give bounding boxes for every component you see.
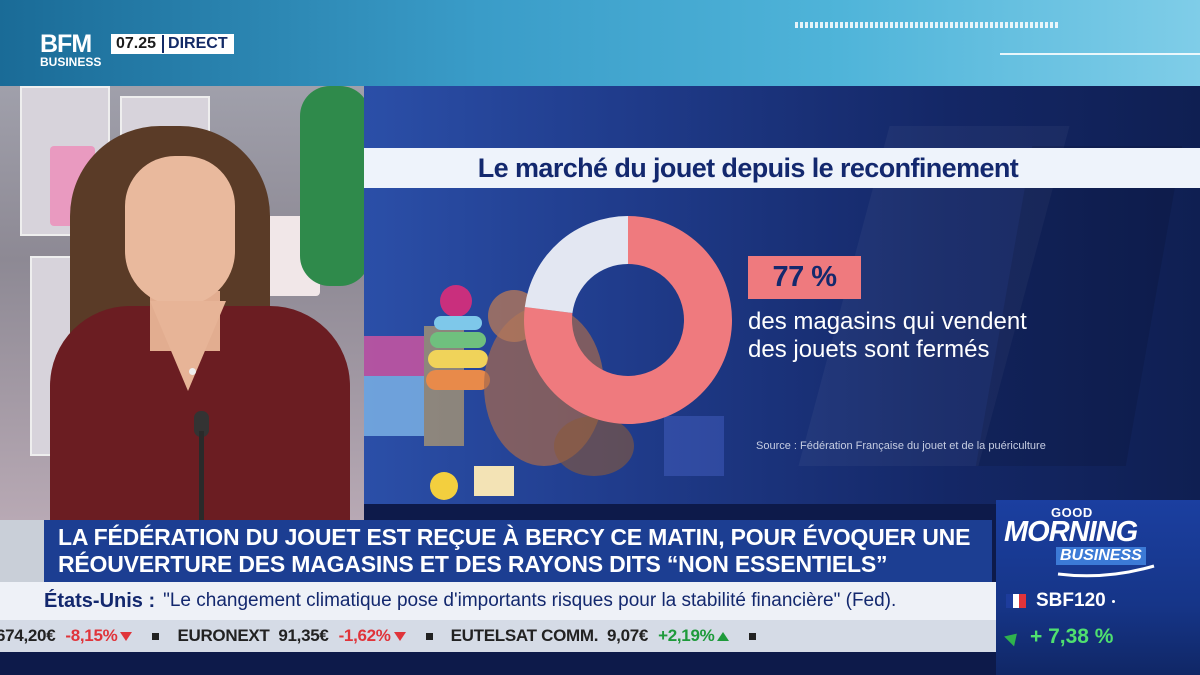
bottom-strip	[0, 652, 996, 675]
down-arrow-icon	[393, 631, 406, 641]
bullet-icon	[749, 632, 757, 640]
ticker-item: 674,20€ -8,15%	[0, 626, 133, 646]
ticker-price: 674,20€	[0, 626, 56, 645]
up-arrow-icon	[1004, 628, 1022, 646]
headline-banner: LA FÉDÉRATION DU JOUET EST REÇUE À BERCY…	[44, 520, 992, 582]
necklace	[189, 368, 196, 375]
swoosh-icon	[1057, 564, 1155, 578]
ticker-change: -1,62%	[338, 626, 391, 645]
microphone-stand	[199, 431, 204, 520]
ticker-price: 9,07€	[607, 626, 649, 645]
live-label: DIRECT	[162, 35, 234, 53]
donut-chart	[524, 216, 732, 424]
presenter-face	[125, 156, 235, 306]
clock-live-badge: 07.25 DIRECT	[111, 34, 234, 54]
flag-stripe	[1006, 594, 1013, 608]
bullet-icon	[425, 632, 433, 640]
up-arrow-icon	[717, 631, 730, 641]
logo-main-text: BFM	[40, 30, 92, 58]
logo-sub-text: BUSINESS	[40, 55, 102, 69]
percentage-caption: des magasins qui vendent des jouets sont…	[748, 308, 1108, 364]
caption-line-1: des magasins qui vendent	[748, 308, 1027, 335]
ticker-item: EUTELSAT COMM. 9,07€ +2,19%	[425, 626, 730, 646]
index-row: SBF120	[996, 584, 1200, 618]
infographic-panel: Le marché du jouet depuis le reconfineme…	[364, 86, 1200, 504]
chart-title: Le marché du jouet depuis le reconfineme…	[477, 152, 1019, 183]
down-arrow-icon	[120, 631, 133, 641]
presenter-neckline	[150, 301, 226, 391]
ticker-name: EURONEXT	[177, 626, 270, 645]
bfm-business-logo: BFM BUSINESS	[40, 30, 108, 75]
headline-line-2: RÉOUVERTURE DES MAGASINS ET DES RAYONS D…	[58, 551, 888, 577]
ticker-change: +2,19%	[658, 626, 715, 645]
ticker-item	[749, 632, 774, 640]
ticker-change: -8,15%	[65, 626, 118, 645]
percentage-badge: 77 %	[748, 256, 861, 299]
ticker-name: EUTELSAT COMM.	[450, 626, 599, 645]
quote-text: "Le changement climatique pose d'importa…	[163, 590, 897, 611]
show-title-business: BUSINESS	[1056, 547, 1146, 565]
flag-stripe	[1019, 594, 1027, 608]
index-name: SBF120	[1036, 590, 1106, 611]
headline-left-edge	[0, 520, 44, 582]
source-note: Source : Fédération Française du jouet e…	[756, 440, 1046, 452]
ticker-item: EURONEXT 91,35€ -1,62%	[152, 626, 406, 646]
chart-title-bar: Le marché du jouet depuis le reconfineme…	[364, 148, 1200, 188]
header-decoration-line	[1000, 53, 1200, 55]
ticker-price: 91,35€	[278, 626, 329, 645]
caption-line-2: des jouets sont fermés	[748, 336, 990, 363]
percentage-value: 77 %	[772, 261, 837, 293]
news-quote-bar: États-Unis : "Le changement climatique p…	[0, 582, 996, 620]
donut-slice-0	[524, 216, 732, 424]
donut-slice-1	[524, 216, 628, 313]
show-branding-block: GOOD MORNING BUSINESS SBF120 + 7,38 %	[996, 500, 1200, 675]
flag-stripe	[1012, 594, 1020, 608]
headline-line-1: LA FÉDÉRATION DU JOUET EST REÇUE À BERCY…	[58, 524, 971, 550]
header-decoration-dotted	[795, 22, 1060, 28]
donut-slices-group	[524, 216, 732, 424]
bullet-icon	[152, 632, 160, 640]
index-change-value: + 7,38 %	[1030, 625, 1114, 648]
show-title-morning: MORNING	[1004, 516, 1138, 548]
show-title-good: GOOD	[1051, 505, 1093, 520]
index-change-row: + 7,38 %	[996, 620, 1200, 654]
france-flag-icon	[1006, 594, 1027, 608]
market-ticker: 674,20€ -8,15% EURONEXT 91,35€ -1,62% EU…	[0, 620, 996, 652]
quote-country: États-Unis :	[44, 589, 156, 612]
plant-decor	[300, 86, 364, 286]
studio-video-feed	[0, 86, 364, 520]
index-dot	[1111, 599, 1115, 603]
toys-background-image	[364, 285, 724, 500]
microphone-icon	[194, 411, 209, 437]
clock-time: 07.25	[116, 35, 157, 52]
